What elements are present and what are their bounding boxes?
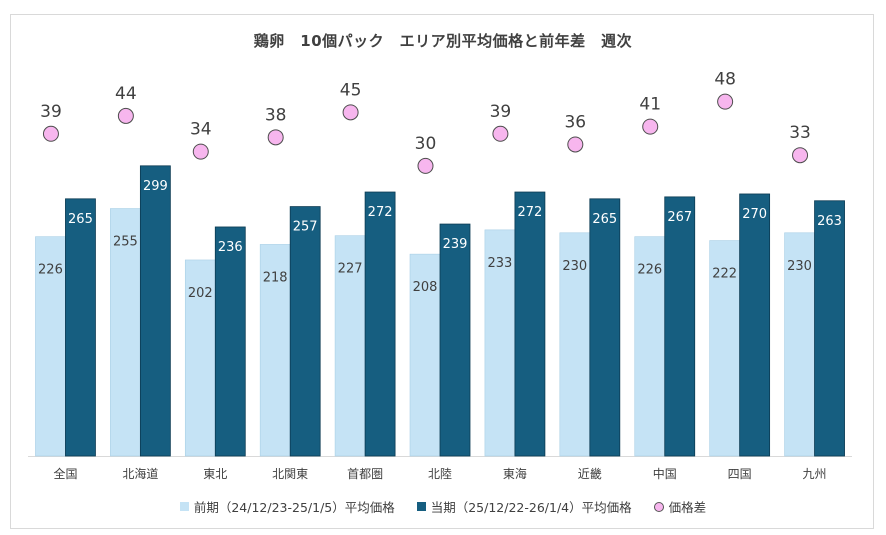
bar-current — [289, 206, 321, 457]
chart-legend: 前期（24/12/23-25/1/5）平均価格 当期（25/12/22-26/1… — [0, 497, 886, 516]
data-label-diff: 41 — [639, 95, 661, 115]
diff-point — [417, 157, 434, 174]
data-label-diff: 30 — [415, 134, 437, 154]
data-label-previous: 208 — [413, 280, 438, 295]
data-label-current: 267 — [667, 210, 692, 225]
bar-current — [814, 200, 845, 457]
data-label-diff: 48 — [714, 70, 736, 90]
data-label-current: 265 — [68, 212, 93, 227]
bar-previous — [409, 253, 441, 457]
diff-point — [267, 129, 284, 146]
bar-current — [364, 191, 396, 457]
bar-current — [589, 198, 621, 457]
x-tick-label: 北海道 — [122, 466, 158, 481]
data-label-current: 272 — [517, 205, 542, 220]
diff-point — [492, 125, 509, 142]
bar-previous — [634, 236, 666, 457]
data-label-diff: 33 — [789, 123, 811, 143]
data-label-diff: 44 — [115, 84, 137, 104]
data-label-previous: 218 — [263, 270, 288, 285]
data-label-previous: 230 — [562, 259, 587, 274]
diff-point — [42, 125, 59, 142]
data-label-current: 239 — [443, 237, 468, 252]
data-label-diff: 38 — [265, 105, 287, 125]
bar-previous — [110, 208, 141, 457]
data-label-diff: 34 — [190, 120, 212, 140]
x-tick-label: 四国 — [728, 467, 752, 481]
legend-swatch-diff — [653, 501, 664, 512]
x-tick-label: 北関東 — [272, 467, 308, 481]
legend-item-current: 当期（25/12/22-26/1/4）平均価格 — [416, 497, 632, 516]
data-label-previous: 226 — [637, 263, 662, 278]
x-tick-label: 九州 — [803, 467, 827, 481]
data-label-previous: 222 — [712, 267, 737, 282]
data-label-current: 265 — [592, 212, 617, 227]
bar-current — [139, 165, 171, 457]
bar-current — [514, 191, 546, 457]
legend-label-previous: 前期（24/12/23-25/1/5）平均価格 — [193, 500, 395, 515]
legend-swatch-current — [416, 502, 426, 511]
data-label-previous: 202 — [188, 286, 213, 301]
legend-swatch-previous — [179, 502, 189, 511]
x-tick-label: 中国 — [653, 466, 677, 481]
bar-current — [739, 193, 771, 457]
data-label-previous: 230 — [787, 259, 812, 274]
diff-point — [717, 93, 734, 110]
data-label-diff: 36 — [564, 112, 586, 132]
bar-current — [214, 226, 246, 457]
bar-current — [65, 198, 96, 457]
bar-previous — [35, 236, 66, 457]
chart-title: 鶏卵 10個パック エリア別平均価格と前年差 週次 — [253, 32, 633, 50]
x-tick-label: 全国 — [53, 466, 77, 481]
data-label-diff: 39 — [490, 102, 512, 122]
diff-point — [792, 147, 809, 164]
bar-previous — [259, 244, 291, 457]
x-tick-label: 北陸 — [428, 467, 452, 481]
x-tick-label: 東海 — [503, 466, 527, 481]
legend-item-previous: 前期（24/12/23-25/1/5）平均価格 — [179, 497, 395, 516]
data-label-diff: 39 — [40, 102, 62, 122]
x-tick-label: 首都圏 — [347, 467, 383, 481]
data-label-previous: 233 — [487, 256, 512, 271]
x-tick-label: 東北 — [203, 467, 227, 481]
x-tick-label: 近畿 — [578, 467, 602, 481]
data-label-previous: 226 — [38, 263, 63, 278]
legend-label-current: 当期（25/12/22-26/1/4）平均価格 — [430, 500, 632, 515]
diff-point — [567, 136, 584, 153]
diff-point — [342, 104, 359, 121]
data-label-current: 270 — [742, 207, 767, 222]
bar-previous — [184, 259, 216, 457]
data-label-diff: 45 — [340, 80, 362, 100]
bar-current — [439, 223, 471, 457]
data-label-previous: 255 — [113, 235, 138, 250]
diff-point — [642, 118, 659, 135]
data-label-current: 272 — [368, 205, 393, 220]
diff-point — [192, 143, 209, 160]
legend-label-diff: 価格差 — [668, 500, 707, 515]
bar-current — [664, 196, 696, 457]
bar-previous — [784, 232, 815, 457]
data-label-current: 257 — [293, 220, 318, 235]
data-label-current: 299 — [143, 179, 168, 194]
bar-previous — [559, 232, 591, 457]
bar-previous — [334, 235, 366, 457]
data-label-current: 236 — [218, 240, 243, 255]
diff-point — [117, 107, 134, 124]
legend-item-diff: 価格差 — [653, 497, 707, 516]
data-label-current: 263 — [817, 214, 842, 229]
data-label-previous: 227 — [338, 262, 363, 277]
